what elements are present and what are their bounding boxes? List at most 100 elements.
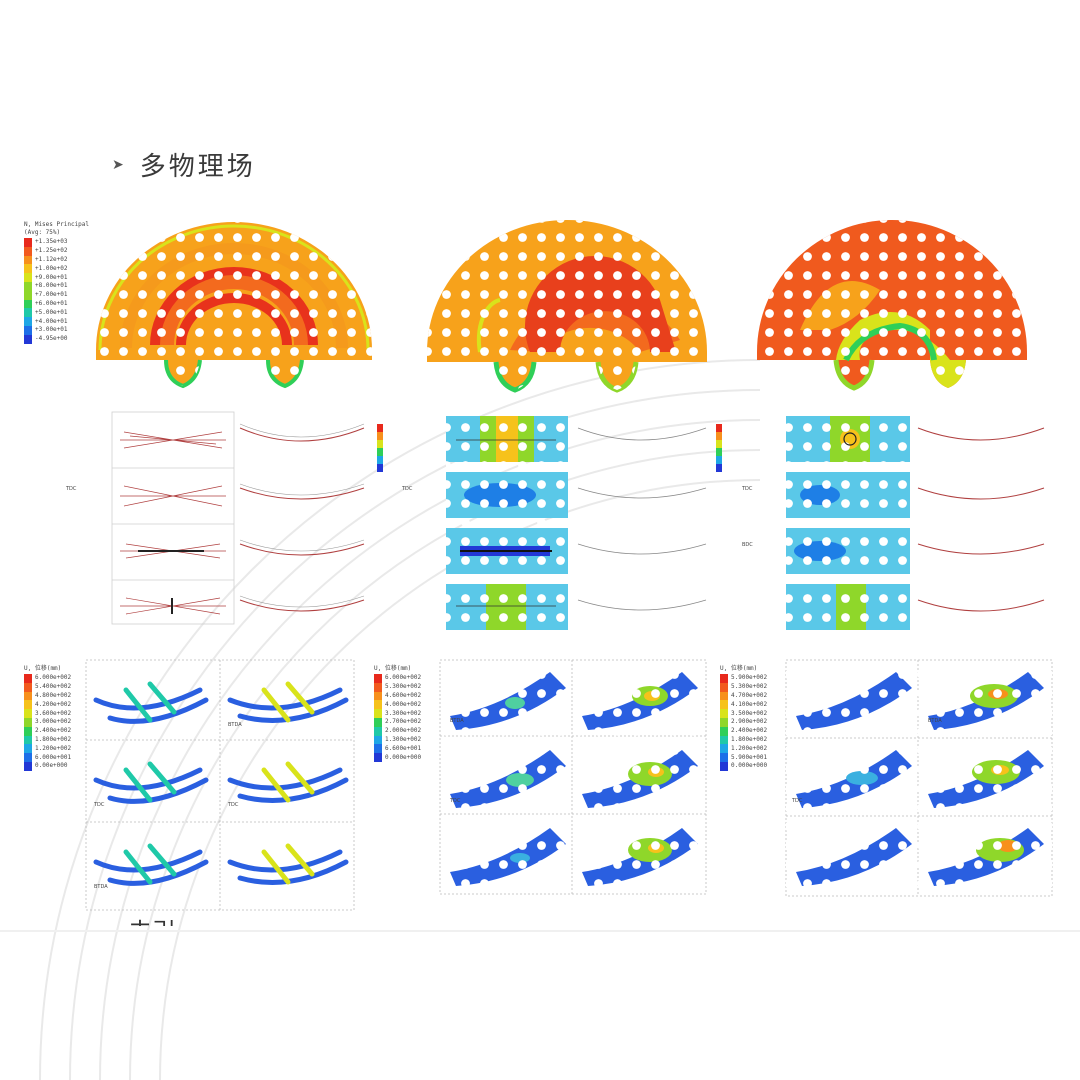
legend-value: 4.700e+002	[731, 691, 768, 699]
legend-swatch	[374, 691, 382, 701]
legend-value: +7.00e+01	[35, 291, 68, 299]
legend-swatch	[24, 255, 32, 265]
legend-row: 4.600e+002	[374, 691, 422, 701]
legend-value: 5.400e+002	[35, 683, 72, 691]
legend-row: +6.00e+01	[24, 299, 89, 309]
mid-colorbar-2	[377, 424, 383, 472]
legend-swatch	[24, 691, 32, 701]
row-label-3: BDC	[742, 542, 753, 548]
legend-value: 6.600e+001	[385, 744, 422, 752]
bottom-legend-title: U, 位移(mm)	[720, 665, 758, 672]
corner-label-7: BTDA	[450, 718, 464, 724]
legend-swatch	[374, 753, 382, 762]
legend-row: 4.800e+002	[24, 691, 72, 701]
legend-swatch	[374, 682, 382, 692]
legend-row: 6.000e+002	[24, 674, 71, 683]
legend-value: +3.00e+01	[35, 326, 68, 334]
legend-swatch	[24, 753, 32, 762]
legend-swatch	[720, 753, 728, 762]
shell-plots-3	[786, 660, 1052, 896]
legend-swatch	[720, 726, 728, 736]
corner-label-6: TDC	[792, 798, 803, 804]
legend-row: +3.00e+01	[24, 325, 89, 335]
corner-label-4: BTDA	[94, 884, 108, 890]
bottom-legend-2: U, 位移(mm) 6.000e+002 5.300e+002 4.600e+002 4…	[374, 666, 421, 762]
legend-row: 1.200e+002	[24, 744, 72, 754]
legend-value: 3.000e+002	[35, 718, 72, 726]
rect-contours-2	[446, 416, 568, 630]
legend-value: 4.600e+002	[385, 691, 422, 699]
legend-row: 6.000e+002	[374, 674, 421, 683]
legend-row: +5.00e+01	[24, 308, 89, 318]
legend-swatch	[24, 744, 32, 754]
bottom-legend-title: U, 位移(mm)	[374, 665, 412, 672]
legend-value: +1.35e+03	[35, 238, 68, 246]
legend-row: 2.000e+002	[374, 726, 421, 736]
legend-row: +7.00e+01	[24, 290, 89, 300]
legend-swatch	[24, 264, 32, 274]
top-legend: N, Mises Principal (Avg: 75%) +1.35e+03 +…	[24, 222, 89, 344]
legend-value: 3.500e+002	[731, 709, 768, 717]
legend-swatch	[720, 674, 728, 683]
legend-value: 4.100e+002	[731, 700, 768, 708]
legend-swatch	[24, 709, 32, 718]
legend-swatch	[374, 709, 382, 718]
curve-panels-1	[239, 427, 365, 612]
legend-value: 5.900e+002	[731, 674, 768, 682]
legend-value: 2.400e+002	[35, 727, 72, 735]
legend-row: 5.900e+001	[720, 753, 767, 762]
legend-swatch	[374, 744, 382, 754]
legend-swatch	[720, 709, 728, 718]
vector-panels-1	[111, 411, 235, 625]
legend-value: 1.300e+002	[385, 735, 422, 743]
legend-value: 4.200e+002	[35, 700, 72, 708]
curve-panels-2	[577, 427, 707, 611]
legend-swatch	[720, 682, 728, 692]
legend-row: 1.300e+002	[374, 735, 422, 745]
legend-swatch	[24, 682, 32, 692]
bottom-legend-3: U, 位移(mm) 5.900e+002 5.300e+002 4.700e+002 4…	[720, 666, 767, 771]
legend-swatch	[24, 726, 32, 736]
legend-value: 4.800e+002	[35, 691, 72, 699]
legend-row: +1.12e+02	[24, 255, 89, 265]
legend-swatch	[24, 299, 32, 309]
legend-swatch	[24, 290, 32, 300]
legend-row: 6.600e+001	[374, 744, 422, 754]
legend-row: 4.700e+002	[720, 691, 768, 701]
legend-row: 3.000e+002	[24, 717, 72, 727]
row-label-1: TDC	[66, 486, 77, 492]
legend-swatch	[720, 735, 728, 745]
legend-value: +8.00e+01	[35, 282, 68, 290]
slide-heading: ➤ 多物理场	[112, 146, 256, 183]
legend-value: 4.000e+002	[385, 700, 422, 708]
legend-swatch	[24, 317, 32, 326]
legend-swatch	[24, 717, 32, 727]
legend-row: 2.400e+002	[720, 726, 767, 736]
contour-plot-2	[427, 220, 707, 393]
mid-colorbar-3	[716, 424, 722, 472]
corner-label-8: BTDA	[928, 718, 942, 724]
legend-row: 5.300e+002	[374, 682, 421, 692]
row-label-2: TDC	[402, 486, 413, 492]
legend-value: 2.900e+002	[731, 718, 768, 726]
legend-value: 5.900e+001	[731, 753, 768, 761]
legend-value: +1.25e+02	[35, 247, 68, 255]
legend-value: 0.000e+000	[385, 753, 422, 761]
top-legend-rows: +1.35e+03 +1.25e+02 +1.12e+02 +1.00e+02 +9.0…	[24, 238, 89, 344]
vector-arrows-1	[120, 431, 226, 615]
legend-swatch	[374, 717, 382, 727]
corner-label-1: BTDA	[228, 722, 242, 728]
legend-swatch	[720, 691, 728, 701]
legend-value: -4.95e+00	[35, 335, 68, 343]
legend-swatch	[24, 325, 32, 335]
corner-label-3: TDC	[228, 802, 239, 808]
legend-row: 5.900e+002	[720, 674, 767, 683]
legend-value: 1.200e+002	[35, 744, 72, 752]
legend-swatch	[720, 761, 728, 771]
legend-swatch	[374, 674, 382, 683]
legend-row: 4.100e+002	[720, 700, 768, 710]
contour-plot-3	[757, 220, 1027, 391]
legend-swatch	[24, 308, 32, 318]
legend-row: +9.00e+01	[24, 273, 89, 282]
